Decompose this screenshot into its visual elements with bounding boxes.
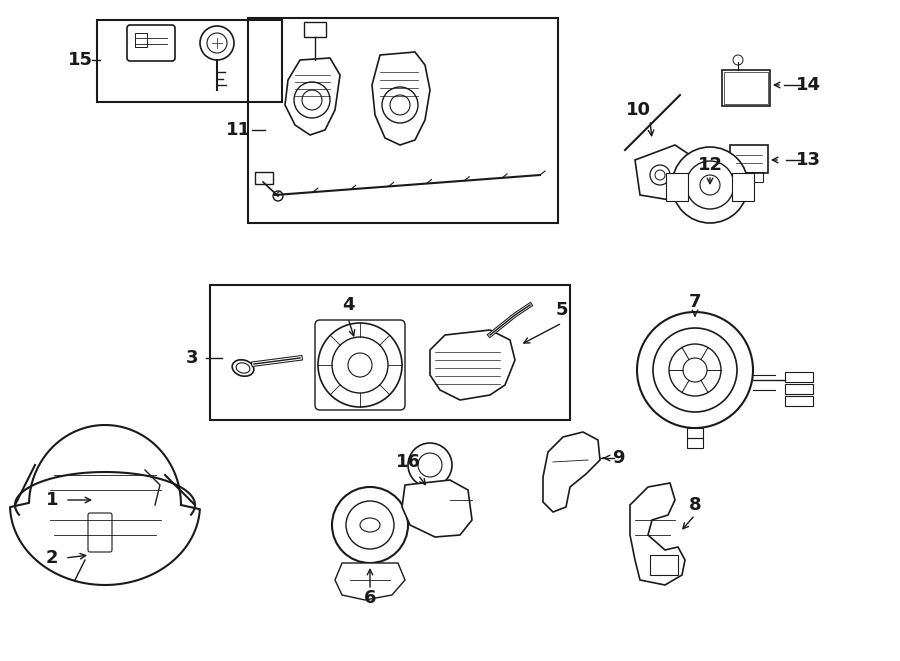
FancyBboxPatch shape bbox=[315, 320, 405, 410]
Circle shape bbox=[650, 165, 670, 185]
Circle shape bbox=[200, 26, 234, 60]
Bar bbox=[666, 173, 688, 201]
Bar bbox=[210, 285, 570, 420]
Bar bbox=[724, 72, 768, 104]
Polygon shape bbox=[335, 563, 405, 600]
Circle shape bbox=[390, 95, 410, 115]
Circle shape bbox=[733, 55, 743, 65]
Polygon shape bbox=[543, 432, 600, 512]
Circle shape bbox=[207, 33, 227, 53]
Text: 7: 7 bbox=[688, 293, 701, 311]
Text: 15: 15 bbox=[68, 51, 93, 69]
Circle shape bbox=[655, 170, 665, 180]
Text: 9: 9 bbox=[612, 449, 625, 467]
Ellipse shape bbox=[232, 360, 254, 376]
Bar bbox=[255, 172, 273, 184]
Circle shape bbox=[686, 161, 734, 209]
Text: 12: 12 bbox=[698, 156, 723, 174]
Circle shape bbox=[318, 323, 402, 407]
Text: 3: 3 bbox=[185, 349, 198, 367]
Circle shape bbox=[332, 337, 388, 393]
Circle shape bbox=[382, 87, 418, 123]
Polygon shape bbox=[10, 425, 200, 585]
Circle shape bbox=[348, 353, 372, 377]
Polygon shape bbox=[372, 52, 430, 145]
Circle shape bbox=[332, 337, 388, 393]
Text: 1: 1 bbox=[46, 491, 58, 509]
Bar bbox=[730, 145, 768, 173]
Text: 13: 13 bbox=[796, 151, 821, 169]
Bar bbox=[304, 22, 326, 37]
Text: 14: 14 bbox=[796, 76, 821, 94]
Circle shape bbox=[318, 323, 402, 407]
Bar bbox=[785, 372, 813, 382]
Circle shape bbox=[418, 453, 442, 477]
Bar bbox=[785, 396, 813, 406]
Text: 11: 11 bbox=[226, 121, 250, 139]
FancyBboxPatch shape bbox=[127, 25, 175, 61]
Text: 2: 2 bbox=[46, 549, 58, 567]
Circle shape bbox=[408, 443, 452, 487]
Circle shape bbox=[302, 90, 322, 110]
Bar bbox=[687, 438, 703, 448]
Circle shape bbox=[683, 358, 707, 382]
Circle shape bbox=[637, 312, 753, 428]
Text: 16: 16 bbox=[395, 453, 420, 471]
Bar bbox=[135, 33, 147, 47]
Circle shape bbox=[294, 82, 330, 118]
Text: 8: 8 bbox=[688, 496, 701, 514]
Text: 4: 4 bbox=[342, 296, 355, 314]
Ellipse shape bbox=[360, 518, 380, 532]
Bar bbox=[685, 155, 707, 177]
Bar bbox=[687, 428, 703, 438]
Bar bbox=[248, 18, 558, 223]
Circle shape bbox=[669, 344, 721, 396]
Ellipse shape bbox=[236, 363, 250, 373]
Bar bbox=[785, 384, 813, 394]
Text: 5: 5 bbox=[556, 301, 568, 319]
Bar bbox=[650, 555, 678, 575]
Text: 10: 10 bbox=[626, 101, 651, 119]
Bar bbox=[732, 173, 754, 201]
Circle shape bbox=[273, 191, 283, 201]
Polygon shape bbox=[430, 330, 515, 400]
Circle shape bbox=[332, 487, 408, 563]
Polygon shape bbox=[635, 145, 690, 200]
Circle shape bbox=[672, 147, 748, 223]
Text: 6: 6 bbox=[364, 589, 376, 607]
FancyBboxPatch shape bbox=[88, 513, 112, 552]
Circle shape bbox=[346, 501, 394, 549]
Bar bbox=[97, 20, 282, 102]
Circle shape bbox=[653, 328, 737, 412]
Polygon shape bbox=[285, 58, 340, 135]
Circle shape bbox=[348, 353, 372, 377]
Circle shape bbox=[700, 175, 720, 195]
Bar bbox=[722, 70, 770, 106]
Polygon shape bbox=[630, 483, 685, 585]
Bar bbox=[735, 172, 763, 182]
Polygon shape bbox=[402, 480, 472, 537]
